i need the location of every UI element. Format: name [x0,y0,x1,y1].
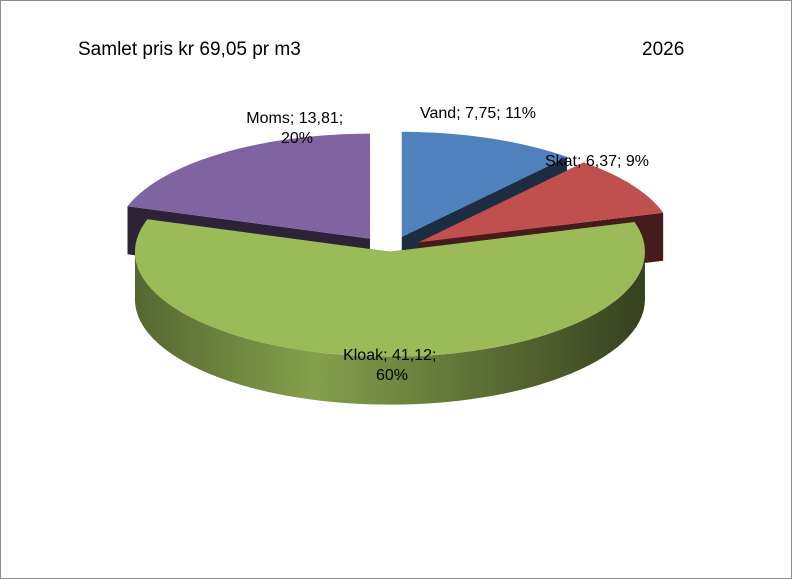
slice-wall [134,251,645,405]
data-label: Kloak; 41,12; 60% [343,347,441,384]
slice-top [134,219,645,357]
label-percent: 60% [376,367,408,384]
label-percent: 11% [505,105,536,122]
label-value: 6,37 [586,153,617,170]
slice-top [401,131,568,237]
label-percent: 20% [281,130,313,147]
label-separator: ; [290,110,299,127]
label-separator: ; [339,110,348,127]
label-category: Skat [545,153,578,170]
label-separator: ; [617,153,626,170]
data-labels: Vand; 7,75; 11% Skat; 6,37; 9% Kloak; 41,1… [246,105,649,384]
label-separator: ; [383,347,392,364]
data-label: Skat; 6,37; 9% [545,153,649,170]
label-category: Kloak [343,347,384,364]
chart-subtitle: 2026 [642,39,684,60]
chart-title: Samlet pris kr 69,05 pr m3 [78,39,301,60]
slice-top [127,133,371,239]
label-value: 41,12 [392,347,432,364]
label-separator: ; [496,105,505,122]
pie [127,131,664,405]
label-category: Moms [246,110,290,127]
label-value: 7,75 [465,105,496,122]
label-percent: 9% [626,153,649,170]
label-separator: ; [577,153,586,170]
label-value: 13,81 [299,110,339,127]
label-separator: ; [432,347,441,364]
data-label: Vand; 7,75; 11% [420,105,536,122]
label-category: Vand [420,105,456,122]
label-separator: ; [456,105,465,122]
slice-top [418,162,664,243]
slice [134,219,645,405]
data-label: Moms; 13,81; 20% [246,110,347,147]
